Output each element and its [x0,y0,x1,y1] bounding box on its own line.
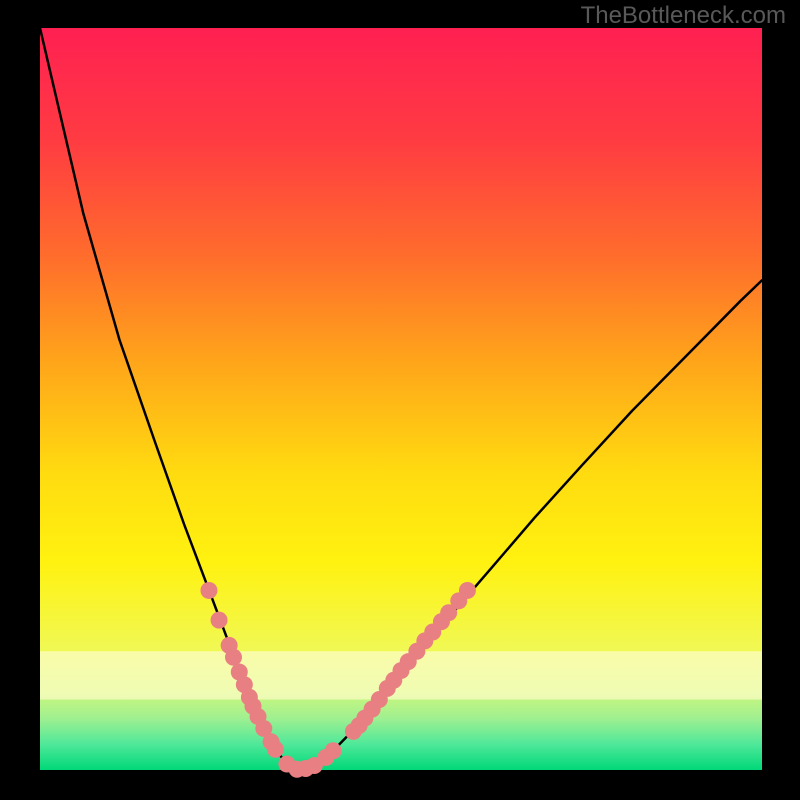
watermark-text: TheBottleneck.com [581,2,786,30]
marker-point [267,741,284,758]
marker-point [225,649,242,666]
marker-point [211,612,228,629]
marker-point [200,582,217,599]
marker-point [325,742,342,759]
chart-container: TheBottleneck.com [0,0,800,800]
marker-point [459,582,476,599]
bottleneck-chart-svg [0,0,800,800]
